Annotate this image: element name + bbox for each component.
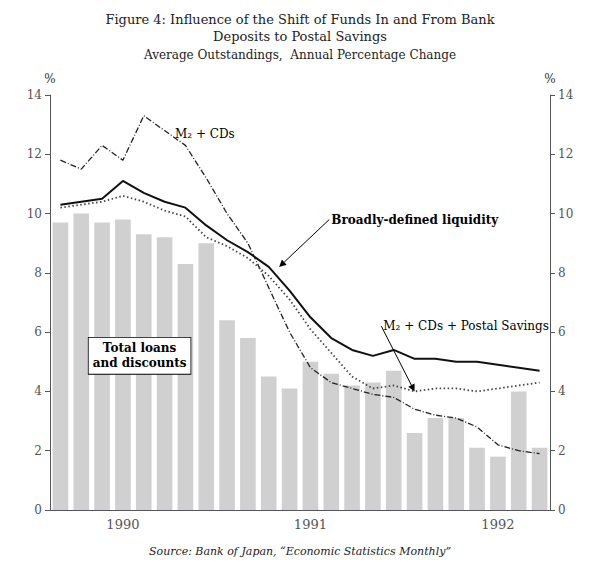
- svg-text:Source: Bank of Japan, “Econom: Source: Bank of Japan, “Economic Statist…: [149, 545, 451, 558]
- svg-text:4: 4: [34, 384, 42, 398]
- svg-text:4: 4: [558, 384, 566, 398]
- svg-text:8: 8: [34, 266, 42, 280]
- svg-text:6: 6: [558, 325, 566, 339]
- svg-text:0: 0: [558, 503, 566, 517]
- svg-text:Broadly-defined liquidity: Broadly-defined liquidity: [331, 213, 499, 227]
- svg-text:%: %: [544, 72, 555, 86]
- svg-text:14: 14: [558, 88, 574, 102]
- svg-text:14: 14: [27, 88, 43, 102]
- svg-text:12: 12: [558, 147, 573, 161]
- svg-text:1991: 1991: [294, 517, 327, 532]
- svg-text:10: 10: [27, 207, 42, 221]
- svg-text:8: 8: [558, 266, 566, 280]
- svg-text:M₂ + CDs + Postal Savings: M₂ + CDs + Postal Savings: [383, 319, 549, 333]
- svg-text:M₂ + CDs: M₂ + CDs: [175, 127, 235, 141]
- svg-text:10: 10: [558, 207, 573, 221]
- svg-text:Deposits to Postal Savings: Deposits to Postal Savings: [213, 29, 387, 44]
- svg-text:1992: 1992: [481, 517, 514, 532]
- svg-text:12: 12: [27, 147, 42, 161]
- svg-text:Average Outstandings, Annual: Average Outstandings, Annual Percentage …: [143, 48, 456, 62]
- svg-text:0: 0: [34, 503, 42, 517]
- svg-text:%: %: [44, 72, 55, 86]
- svg-text:Total loans: Total loans: [103, 341, 177, 355]
- svg-text:1990: 1990: [106, 517, 139, 532]
- svg-text:2: 2: [34, 444, 42, 458]
- svg-text:6: 6: [34, 325, 42, 339]
- svg-text:Figure 4: Influence of the Shi: Figure 4: Influence of the Shift of Fund…: [105, 12, 494, 27]
- svg-text:2: 2: [558, 444, 566, 458]
- svg-text:and discounts: and discounts: [93, 356, 187, 370]
